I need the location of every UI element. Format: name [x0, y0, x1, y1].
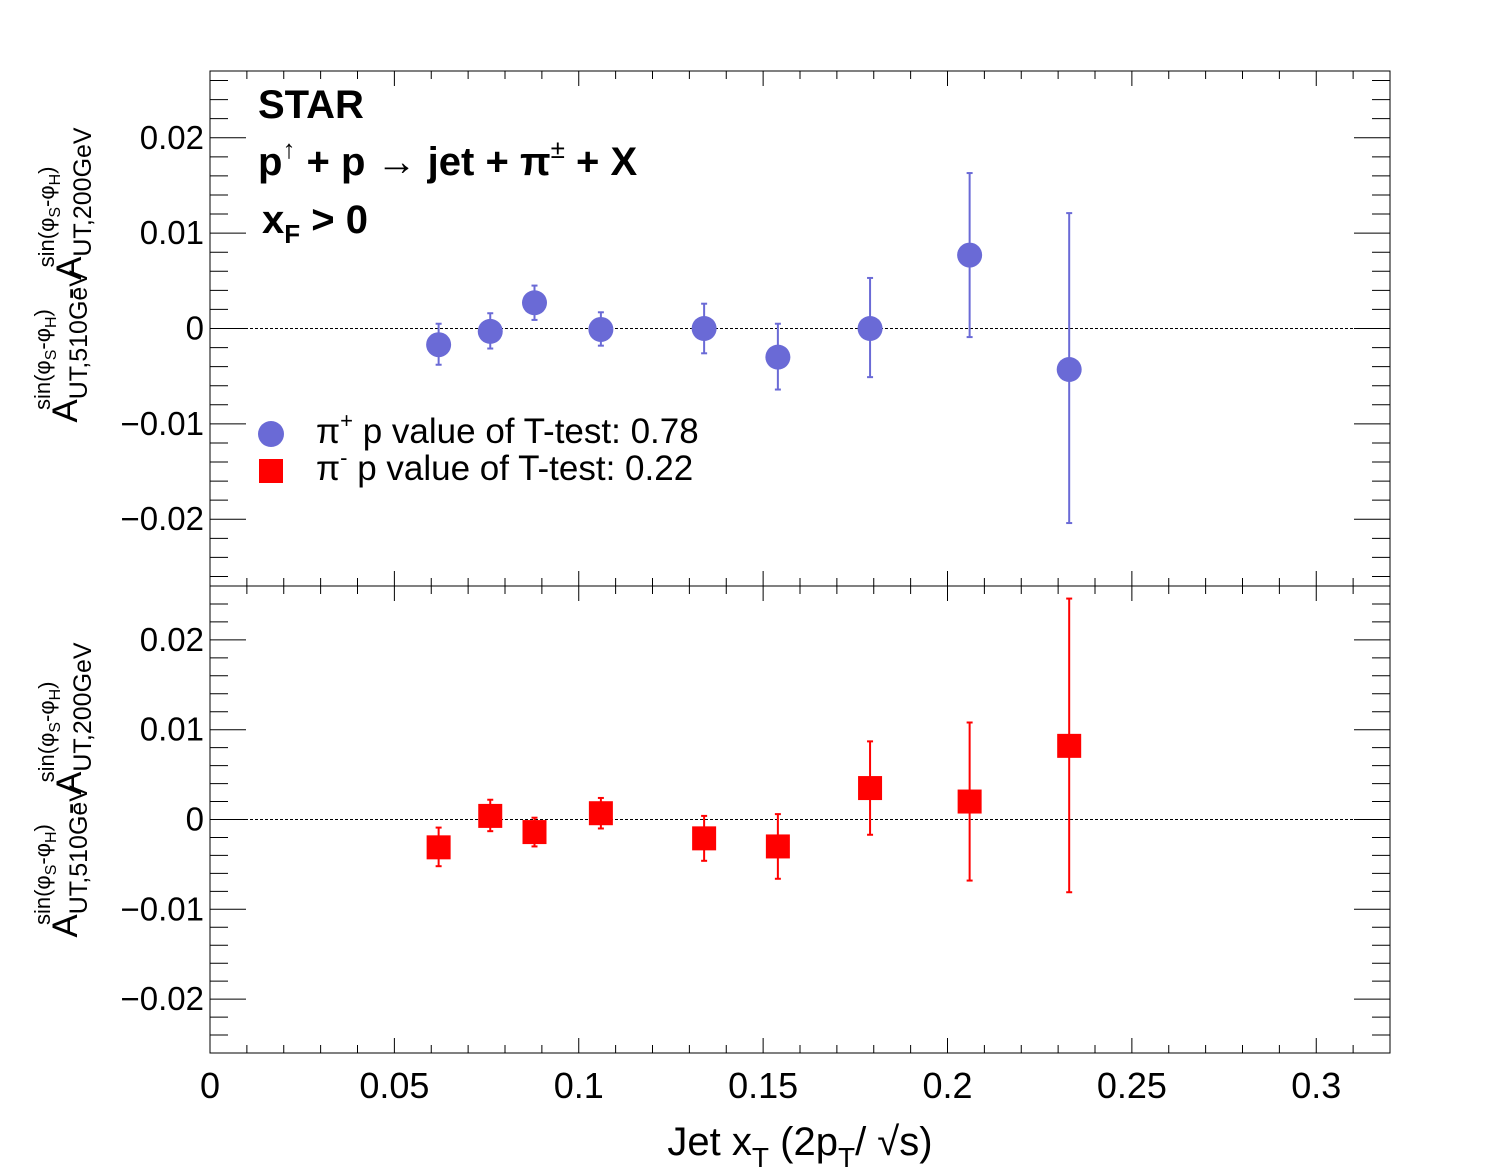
y-tick-label-bottom: 0 [186, 801, 204, 838]
data-point-bottom [765, 834, 790, 859]
legend: π+ p value of T-test: 0.78 π- p value of… [258, 408, 699, 488]
reaction-label: p↑ + p → jet + π± + X [258, 134, 637, 184]
data-point-bottom [858, 776, 883, 801]
y-tick-label-top: 0.01 [140, 214, 204, 251]
y-tick-label-bottom: 0.01 [140, 711, 204, 748]
data-point-top [477, 318, 503, 344]
data-point-top [957, 242, 983, 268]
data-point-top [426, 332, 452, 358]
plot-axes: −0.02 −0.01 0 0.01 0.02 −0.02 −0.01 0 0.01 0.02 0 0… [121, 70, 1391, 1106]
y-tick-label-top: −0.01 [121, 405, 205, 442]
data-point-top [522, 290, 547, 316]
cut-label: xF > 0 [262, 198, 368, 249]
y-tick-label-bottom: −0.02 [121, 980, 205, 1017]
data-point-top [588, 316, 614, 342]
x-tick-label: 0.1 [554, 1065, 604, 1106]
x-tick-label: 0 [200, 1065, 220, 1106]
data-point-top [691, 316, 717, 341]
x-tick-label: 0.05 [359, 1065, 429, 1106]
data-point-top [1056, 357, 1082, 383]
legend-marker-pi-minus [259, 459, 283, 483]
y-tick-label-top: −0.02 [121, 500, 205, 537]
svg-text:AUT,510GeVsin(φS-φH) - AUT,200: AUT,510GeVsin(φS-φH) - AUT,200GeVsin(φS-… [30, 127, 97, 423]
y-axis-title-bottom: AUT,510GeVsin(φS-φH) - AUT,200GeVsin(φS-… [30, 642, 97, 938]
x-axis-title: Jet xT (2pT/ √s) [667, 1120, 932, 1172]
x-tick-label: 0.3 [1291, 1065, 1341, 1106]
y-axis-title-top: AUT,510GeVsin(φS-φH) - AUT,200GeVsin(φS-… [30, 127, 97, 423]
legend-entry-pi-plus: π+ p value of T-test: 0.78 [316, 408, 699, 451]
data-point-bottom [1057, 733, 1082, 758]
y-tick-label-bottom: −0.01 [121, 890, 205, 927]
plot-marks [426, 172, 1082, 894]
data-point-bottom [522, 820, 547, 845]
experiment-label: STAR [258, 83, 364, 127]
y-tick-label-top: 0 [186, 310, 204, 347]
data-point-bottom [588, 801, 613, 826]
y-tick-label-top: 0.02 [140, 119, 204, 156]
data-point-bottom [692, 826, 717, 851]
legend-entry-pi-minus: π- p value of T-test: 0.22 [316, 445, 693, 488]
data-point-bottom [957, 789, 982, 814]
x-tick-label: 0.25 [1097, 1065, 1167, 1106]
data-point-bottom [426, 835, 451, 860]
data-point-bottom [478, 803, 503, 828]
x-tick-label: 0.2 [922, 1065, 972, 1106]
data-point-top [857, 316, 883, 341]
legend-marker-pi-plus [258, 421, 284, 447]
data-point-top [765, 344, 791, 370]
y-tick-label-bottom: 0.02 [140, 621, 204, 658]
x-tick-label: 0.15 [728, 1065, 798, 1106]
svg-text:AUT,510GeVsin(φS-φH) - AUT,200: AUT,510GeVsin(φS-φH) - AUT,200GeVsin(φS-… [30, 642, 97, 938]
